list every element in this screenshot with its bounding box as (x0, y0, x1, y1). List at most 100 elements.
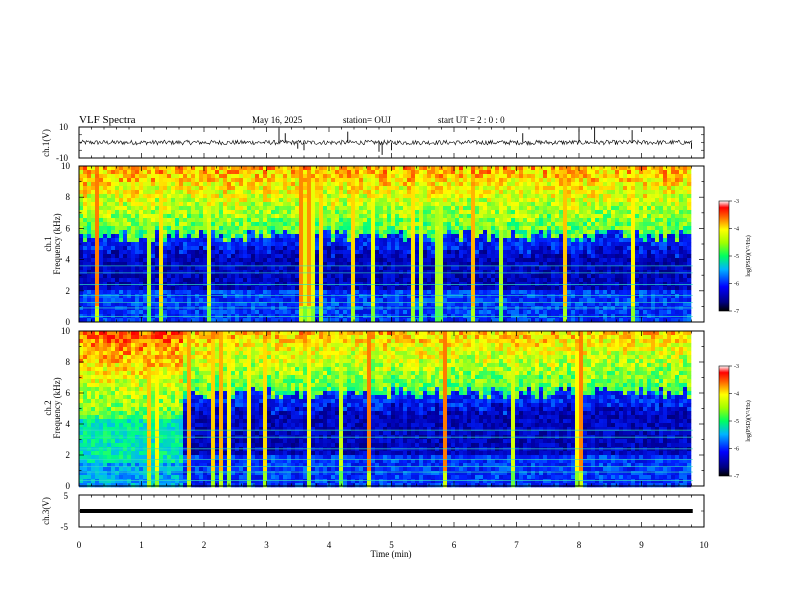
spectrogram-cell (427, 238, 432, 243)
spectrogram-cell (199, 282, 204, 287)
spectrogram-cell (531, 182, 536, 187)
spectrogram-cell (111, 290, 116, 295)
spectrogram-cell (555, 214, 560, 219)
spectrogram-cell (107, 210, 112, 215)
spectrogram-cell (347, 254, 352, 259)
spectrogram-cell (343, 310, 348, 315)
spectrogram-cell (419, 174, 424, 179)
spectrogram-cell (511, 174, 516, 179)
ch1-trace-line (79, 139, 693, 146)
spectrogram-cell (279, 194, 284, 199)
spectrogram-cell (407, 178, 412, 183)
spectrogram-cell (215, 230, 220, 235)
spectrogram-cell (259, 286, 264, 291)
spectrogram-cell (459, 310, 464, 315)
spectrogram-cell (391, 266, 396, 271)
spectrogram-cell (423, 254, 428, 259)
spectrogram-cell (163, 270, 168, 275)
spectrogram-cell (115, 198, 120, 203)
spectrogram-cell (391, 254, 396, 259)
spectrogram-cell (263, 270, 268, 275)
spectrogram-cell (267, 294, 272, 299)
spectrogram-cell (107, 190, 112, 195)
spectrogram-cell (403, 210, 408, 215)
spectrogram-cell (315, 318, 320, 323)
spectrogram-cell (495, 290, 500, 295)
spectrogram-cell (243, 206, 248, 211)
spectrogram-cell (447, 318, 452, 323)
spectrogram-cell (403, 302, 408, 307)
spectrogram-cell (475, 214, 480, 219)
spectrogram-cell (327, 310, 332, 315)
spectrogram-cell (419, 302, 424, 307)
spectrogram-cell (287, 178, 292, 183)
spectrogram-cell (523, 226, 528, 231)
spectrogram-cell (523, 238, 528, 243)
spectrogram-cell (367, 266, 372, 271)
spectrogram-cell (395, 302, 400, 307)
spectrogram-cell (563, 178, 568, 183)
spectrogram-cell (303, 238, 308, 243)
spectrogram-cell (223, 254, 228, 259)
spectrogram-cell (567, 290, 572, 295)
spectrogram-cell (99, 238, 104, 243)
spectrogram-cell (231, 294, 236, 299)
spectrogram-cell (343, 234, 348, 239)
spectrogram-cell (547, 278, 552, 283)
spectrogram-cell (483, 218, 488, 223)
spectrogram-cell (319, 302, 324, 307)
spectrogram-cell (211, 178, 216, 183)
spectrogram-cell (87, 242, 92, 247)
spectrogram-cell (115, 190, 120, 195)
spectrogram-cell (499, 198, 504, 203)
spectrogram-cell (91, 194, 96, 199)
spectrogram-cell (271, 274, 276, 279)
spectrogram-cell (515, 258, 520, 263)
spectrogram-cell (375, 302, 380, 307)
spectrogram-cell (507, 174, 512, 179)
spectrogram-cell (571, 182, 576, 187)
spectrogram-cell (503, 270, 508, 275)
spectrogram-cell (139, 234, 144, 239)
spectrogram-cell (371, 294, 376, 299)
spectrogram-cell (455, 242, 460, 247)
spectrogram-cell (479, 294, 484, 299)
ch1-ylabel: ch.1(V) (41, 129, 51, 157)
spectrogram-cell (447, 226, 452, 231)
spectrogram-cell (539, 186, 544, 191)
spectrogram-cell (215, 318, 220, 323)
spectrogram-cell (311, 286, 316, 291)
spectrogram-cell (427, 302, 432, 307)
spectrogram-cell (419, 182, 424, 187)
spectrogram-cell (247, 294, 252, 299)
spectrogram-cell (207, 238, 212, 243)
spectrogram-cell (131, 298, 136, 303)
spectrogram-cell (547, 242, 552, 247)
spectrogram-cell (523, 318, 528, 323)
spectrogram-cell (435, 294, 440, 299)
spectrogram-cell (403, 242, 408, 247)
spectrogram-cell (363, 230, 368, 235)
spectrogram-cell (219, 266, 224, 271)
spectrogram-cell (111, 274, 116, 279)
spectrogram-cell (143, 226, 148, 231)
spectrogram-cell (483, 274, 488, 279)
spectrogram-cell (339, 242, 344, 247)
spectrogram-cell (523, 242, 528, 247)
spectrogram-cell (87, 178, 92, 183)
spectrogram-cell (239, 294, 244, 299)
spectrogram-cell (403, 170, 408, 175)
spectrogram-cell (543, 318, 548, 323)
spectrogram-cell (379, 190, 384, 195)
spectrogram-cell (175, 266, 180, 271)
spectrogram-cell (447, 182, 452, 187)
spectrogram-cell (131, 166, 136, 171)
spectrogram-cell (511, 210, 516, 215)
spectrogram-cell (363, 270, 368, 275)
spectrogram-cell (135, 234, 140, 239)
spectrogram-cell (267, 214, 272, 219)
spectrogram-cell (559, 302, 564, 307)
spectrogram-cell (327, 250, 332, 255)
spectrogram-cell (383, 178, 388, 183)
spectrogram-cell (83, 246, 88, 251)
